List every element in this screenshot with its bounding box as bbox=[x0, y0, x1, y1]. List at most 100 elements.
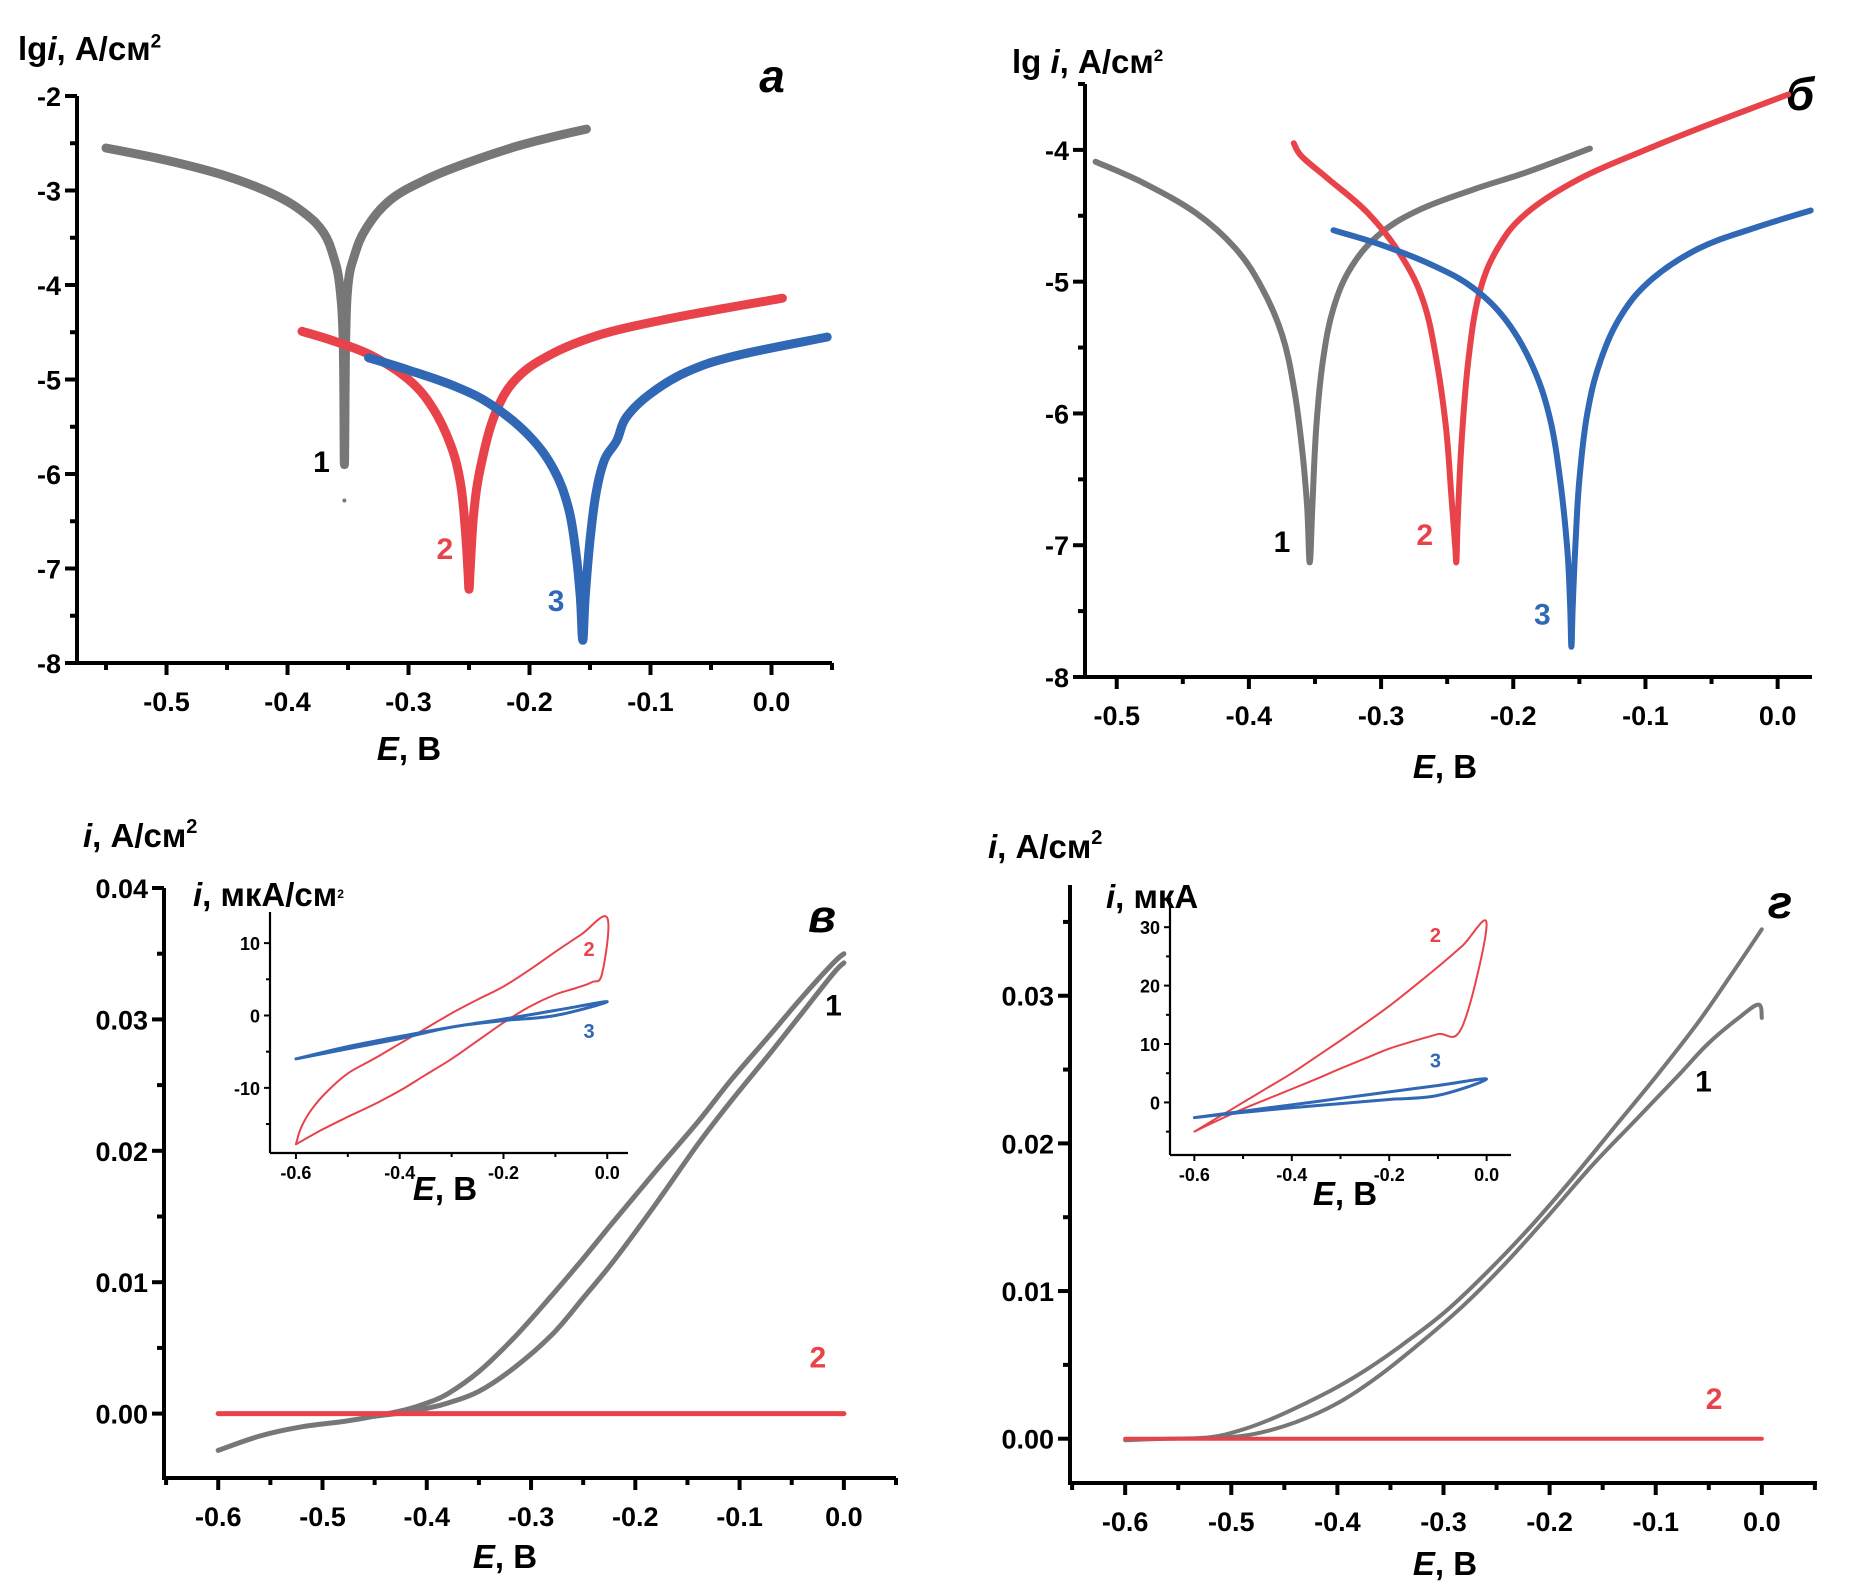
x-tick-label: -0.5 bbox=[1093, 701, 1140, 731]
x-tick-label: -0.3 bbox=[1420, 1507, 1467, 1537]
x-tick-label: -0.1 bbox=[1622, 701, 1669, 731]
inset-x-tick-label: -0.4 bbox=[384, 1163, 415, 1183]
inset-y-tick-label: 0 bbox=[1150, 1093, 1160, 1113]
y-tick-label: -6 bbox=[1045, 399, 1069, 429]
x-axis-title: E, В bbox=[377, 730, 441, 767]
y-tick-label: -7 bbox=[1045, 531, 1069, 561]
inset-y-axis-title-part: , мкА/см bbox=[202, 876, 337, 913]
y-axis-title-part: i bbox=[83, 817, 93, 854]
x-tick-label: -0.4 bbox=[1314, 1507, 1361, 1537]
y-axis-title-part: i bbox=[1051, 43, 1061, 80]
x-tick-label: -0.2 bbox=[506, 687, 553, 717]
series-1-line bbox=[1092, 145, 1593, 566]
series-3-line bbox=[364, 332, 832, 645]
y-tick-label: -5 bbox=[1045, 268, 1069, 298]
curve-label-2: 2 bbox=[436, 533, 453, 566]
curve-label-3: 3 bbox=[548, 585, 565, 618]
y-axis-title: lg i, А/см2 bbox=[1012, 43, 1163, 80]
stray-data-point bbox=[342, 498, 347, 503]
y-tick-label: -5 bbox=[37, 366, 61, 396]
curve-label-1: 1 bbox=[1274, 526, 1291, 559]
x-tick-label: -0.4 bbox=[1226, 701, 1273, 731]
x-tick-label: -0.3 bbox=[1358, 701, 1405, 731]
y-tick-label: -3 bbox=[37, 177, 61, 207]
inset-y-axis-title: i, мкА/см2 bbox=[193, 876, 344, 913]
y-axis-title-part: i bbox=[988, 828, 998, 865]
x-tick-label: 0.0 bbox=[753, 687, 791, 717]
panel-b-chart: -8 -7 -6 -5 -4 -0.5 -0.4 -0.3 -0.2 -0.1 0.0 lg i, А… bbox=[1012, 43, 1816, 785]
inset-y-axis-title-part: i bbox=[1106, 878, 1116, 915]
y-tick-label: 0.04 bbox=[95, 874, 148, 904]
panel-letter: в bbox=[808, 890, 836, 942]
inset-y-tick-label: 10 bbox=[240, 934, 260, 954]
curve-label-1: 1 bbox=[825, 989, 842, 1022]
y-tick-label: -4 bbox=[37, 271, 61, 301]
inset-y-tick-label: 0 bbox=[250, 1006, 260, 1026]
x-tick-label: -0.4 bbox=[404, 1502, 451, 1532]
y-tick-label: 0.01 bbox=[1001, 1277, 1054, 1307]
panel-a-chart: -8 -7 -6 -5 -4 -3 -2 -0.5 -0.4 -0.3 -0.2 -0.1 0.0 lgi… bbox=[18, 30, 834, 767]
inset-x-axis-title: E, В bbox=[1313, 1175, 1377, 1212]
x-tick-label: -0.1 bbox=[1632, 1507, 1679, 1537]
x-tick-label: -0.2 bbox=[1526, 1507, 1573, 1537]
series-1reverse-line bbox=[372, 960, 847, 1419]
x-axis-title-part: , В bbox=[1435, 748, 1477, 785]
inset-x-axis-title-part: , В bbox=[435, 1170, 477, 1207]
inset-x-tick-label: 0.0 bbox=[1474, 1165, 1499, 1185]
panel-v-chart: 0.000.010.020.030.04-0.6 -0.5 -0.4 -0.3 -0.2… bbox=[83, 816, 898, 1575]
inset-y-axis-title: i, мкА bbox=[1106, 878, 1198, 915]
curve-label-2: 2 bbox=[1706, 1383, 1723, 1416]
inset-x-axis-title: E, В bbox=[413, 1170, 477, 1207]
curve-label-3: 3 bbox=[1534, 598, 1551, 631]
x-axis-title: E, В bbox=[473, 1538, 537, 1575]
inset-x-axis-title-part: E bbox=[1313, 1175, 1336, 1212]
inset-chart: 0 10 20 30 -0.6 -0.4 -0.2 0.0 i, мкА E, В 2 3 bbox=[1106, 878, 1511, 1212]
inset-y-tick-label: -10 bbox=[234, 1079, 260, 1099]
y-tick-label: 0.02 bbox=[95, 1137, 148, 1167]
inset-x-axis-title-part: , В bbox=[1335, 1175, 1377, 1212]
series-1forward-line bbox=[215, 951, 847, 1453]
y-axis-title: i, А/см2 bbox=[83, 816, 197, 854]
curve-label-1: 1 bbox=[1695, 1066, 1712, 1099]
x-axis-title-part: E bbox=[377, 730, 400, 767]
y-axis-title-part: i bbox=[47, 30, 57, 67]
x-axis-title: E, В bbox=[1413, 748, 1477, 785]
inset-y-axis-title-part: , мкА bbox=[1115, 878, 1198, 915]
y-tick-label: 0.03 bbox=[95, 1005, 148, 1035]
x-tick-label: -0.3 bbox=[508, 1502, 555, 1532]
series-2-line bbox=[297, 293, 787, 594]
inset-y-tick-label: 30 bbox=[1140, 918, 1160, 938]
curve-label-2: 2 bbox=[809, 1342, 826, 1375]
x-tick-label: 0.0 bbox=[825, 1502, 863, 1532]
inset-curve-label-2: 2 bbox=[584, 939, 595, 961]
x-axis-title-part: , В bbox=[399, 730, 441, 767]
y-tick-label: -4 bbox=[1045, 136, 1069, 166]
y-axis-title-part: , А/см bbox=[92, 817, 186, 854]
inset-curve-label-3: 3 bbox=[1430, 1050, 1441, 1072]
panel-letter: а bbox=[759, 50, 785, 102]
inset-curve-label-3: 3 bbox=[584, 1021, 595, 1043]
x-axis-title-part: E bbox=[1413, 1545, 1436, 1582]
x-tick-label: -0.6 bbox=[1102, 1507, 1149, 1537]
x-axis-title-part: , В bbox=[1435, 1545, 1477, 1582]
panel-g-chart: 0.000.010.020.03-0.6 -0.5 -0.4 -0.3 -0.2 -0.1… bbox=[988, 827, 1817, 1582]
x-tick-label: -0.6 bbox=[195, 1502, 242, 1532]
y-tick-label: -7 bbox=[37, 555, 61, 585]
inset-series-2-line bbox=[1193, 919, 1488, 1133]
x-tick-label: -0.5 bbox=[299, 1502, 346, 1532]
series-3-line bbox=[1330, 207, 1814, 650]
y-axis-title-part: 2 bbox=[151, 31, 162, 52]
x-axis-title: E, В bbox=[1413, 1545, 1477, 1582]
y-axis-title: i, А/см2 bbox=[988, 827, 1102, 865]
y-axis-title-part: lg bbox=[18, 30, 47, 67]
inset-y-tick-label: 10 bbox=[1140, 1035, 1160, 1055]
x-tick-label: -0.3 bbox=[385, 687, 432, 717]
x-axis-title-part: E bbox=[1413, 748, 1436, 785]
inset-x-tick-label: -0.6 bbox=[280, 1163, 311, 1183]
curve-label-1: 1 bbox=[313, 446, 330, 479]
y-tick-label: 0.00 bbox=[1001, 1425, 1054, 1455]
y-axis-title-part: 2 bbox=[1154, 46, 1163, 65]
series-1-line bbox=[101, 124, 591, 470]
